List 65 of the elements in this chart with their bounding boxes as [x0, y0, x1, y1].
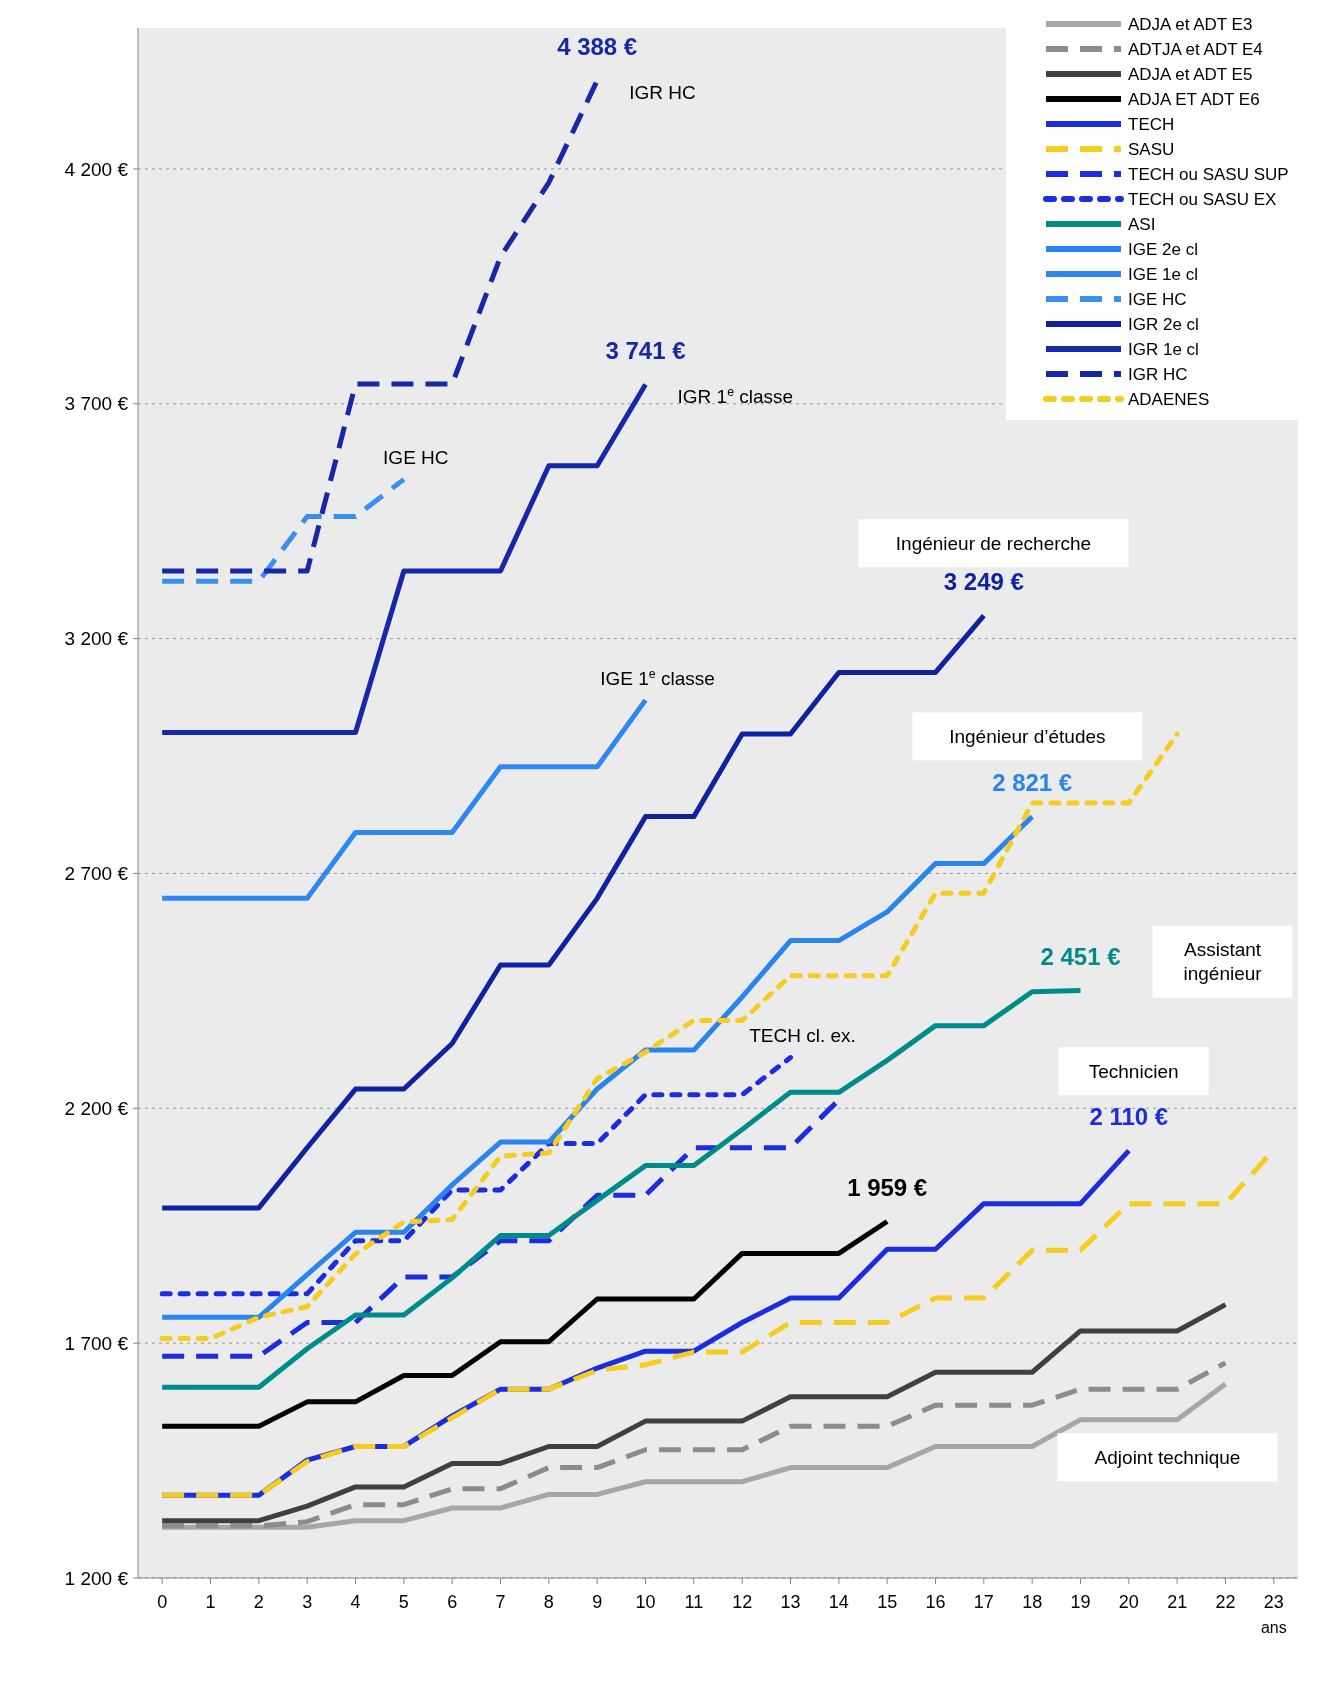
legend-label: ASI	[1128, 214, 1156, 234]
legend-label: ADTJA et ADT E4	[1128, 39, 1263, 59]
data-label: 1 959 €	[847, 1173, 928, 1201]
x-tick-label: 13	[780, 1592, 801, 1612]
x-tick-label: 2	[253, 1592, 264, 1612]
x-tick-label: 0	[157, 1592, 168, 1612]
data-label: 2 451 €	[1040, 942, 1121, 970]
x-tick-label: 6	[447, 1592, 458, 1612]
data-label: 4 388 €	[557, 33, 638, 61]
annotation: Assistant ingénieur	[1183, 939, 1263, 985]
annotation: Technicien	[1088, 1060, 1179, 1082]
x-tick-label: 17	[973, 1592, 994, 1612]
legend-label: IGR 1e cl	[1128, 339, 1199, 359]
x-tick-label: 22	[1215, 1592, 1236, 1612]
y-tick-label: 1 200 €	[64, 1567, 129, 1589]
data-label: 2 110 €	[1089, 1102, 1169, 1130]
legend-label: SASU	[1128, 139, 1175, 159]
legend-label: ADAENES	[1128, 389, 1210, 409]
legend-label: IGE HC	[1128, 289, 1187, 309]
x-tick-label: 18	[1022, 1592, 1043, 1612]
x-axis-title: ans	[1260, 1619, 1287, 1636]
legend-label: IGE 2e cl	[1128, 239, 1198, 259]
annotation: Ingénieur d’études	[949, 726, 1106, 747]
x-tick-label: 8	[543, 1592, 554, 1612]
annotation: IGE 1$^{e}$ classe	[600, 666, 715, 689]
legend-label: IGE 1e cl	[1128, 264, 1198, 284]
x-tick-label: 14	[828, 1592, 849, 1612]
legend-label: ADJA ET ADT E6	[1128, 89, 1260, 109]
annotation: IGR 1$^{e}$ classe	[677, 385, 794, 408]
legend-label: TECH	[1128, 114, 1175, 134]
y-tick-label: 3 700 €	[64, 393, 129, 415]
y-tick-label: 1 700 €	[64, 1332, 129, 1354]
legend-label: TECH ou SASU SUP	[1128, 164, 1289, 184]
x-tick-label: 19	[1070, 1592, 1091, 1612]
x-tick-label: 10	[635, 1592, 656, 1612]
x-tick-label: 9	[592, 1592, 603, 1612]
x-tick-label: 21	[1167, 1592, 1188, 1612]
annotation: IGR HC	[629, 82, 696, 104]
legend-label: TECH ou SASU EX	[1128, 189, 1277, 209]
annotation: Ingénieur de recherche	[895, 532, 1092, 554]
annotation: TECH cl. ex.	[749, 1025, 856, 1047]
annotation: IGE HC	[383, 447, 449, 469]
x-tick-label: 3	[302, 1592, 313, 1612]
x-tick-label: 23	[1263, 1592, 1284, 1612]
legend-label: IGR HC	[1128, 364, 1188, 384]
x-tick-label: 12	[732, 1592, 753, 1612]
legend-label: ADJA et ADT E5	[1128, 64, 1253, 84]
x-tick-label: 5	[398, 1592, 409, 1612]
y-tick-label: 2 700 €	[64, 863, 129, 885]
data-label: 2 821 €	[992, 769, 1073, 797]
legend-label: ADJA et ADT E3	[1128, 14, 1253, 34]
x-tick-label: 11	[684, 1592, 704, 1612]
y-tick-label: 4 200 €	[64, 158, 129, 180]
x-tick-label: 1	[205, 1592, 216, 1612]
x-tick-label: 7	[495, 1592, 506, 1612]
x-tick-label: 15	[877, 1592, 898, 1612]
data-label: 3 249 €	[943, 567, 1024, 595]
y-tick-label: 2 200 €	[64, 1097, 129, 1119]
x-tick-label: 4	[350, 1592, 361, 1612]
data-label: 3 741 €	[605, 336, 686, 364]
x-tick-label: 20	[1118, 1592, 1139, 1612]
annotation: Adjoint technique	[1094, 1446, 1241, 1468]
legend-label: IGR 2e cl	[1128, 314, 1199, 334]
x-tick-label: 16	[925, 1592, 946, 1612]
y-tick-label: 3 200 €	[64, 628, 129, 650]
